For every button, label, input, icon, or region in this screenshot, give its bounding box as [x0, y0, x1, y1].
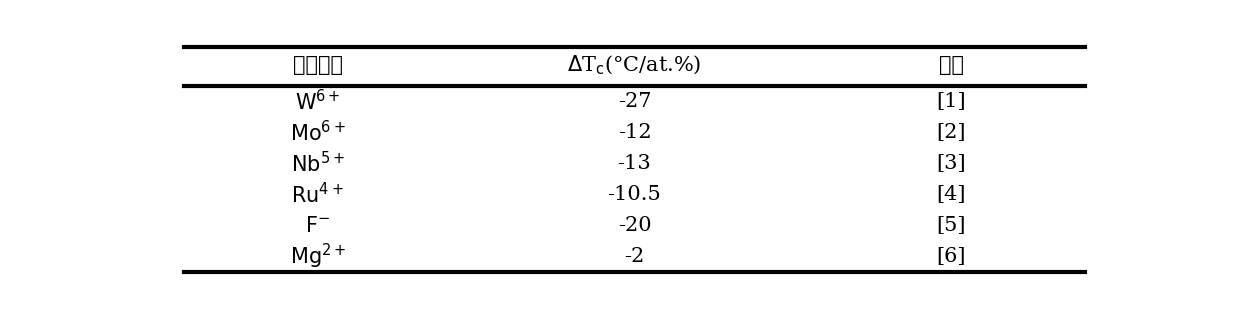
Text: $\Delta$T$_\mathrm{c}$(°C/at.%): $\Delta$T$_\mathrm{c}$(°C/at.%) — [567, 54, 702, 77]
Text: -12: -12 — [618, 123, 651, 142]
Text: [6]: [6] — [936, 247, 966, 266]
Text: $\mathrm{Nb}^{5+}$: $\mathrm{Nb}^{5+}$ — [291, 151, 344, 176]
Text: -27: -27 — [618, 92, 651, 111]
Text: -2: -2 — [624, 247, 645, 266]
Text: 文献: 文献 — [938, 56, 963, 75]
Text: [4]: [4] — [936, 185, 966, 204]
Text: $\mathrm{Mo}^{6+}$: $\mathrm{Mo}^{6+}$ — [290, 120, 345, 145]
Text: [5]: [5] — [936, 216, 966, 235]
Text: -20: -20 — [618, 216, 651, 235]
Text: 掺杂离子: 掺杂离子 — [293, 56, 343, 75]
Text: -13: -13 — [618, 154, 651, 173]
Text: [2]: [2] — [936, 123, 966, 142]
Text: -10.5: -10.5 — [608, 185, 661, 204]
Text: [1]: [1] — [936, 92, 966, 111]
Text: $\mathrm{W}^{6+}$: $\mathrm{W}^{6+}$ — [295, 89, 340, 114]
Text: $\mathrm{F}^{-}$: $\mathrm{F}^{-}$ — [306, 216, 331, 236]
Text: $\mathrm{Ru}^{4+}$: $\mathrm{Ru}^{4+}$ — [291, 182, 344, 207]
Text: $\mathrm{Mg}^{2+}$: $\mathrm{Mg}^{2+}$ — [290, 242, 345, 271]
Text: [3]: [3] — [936, 154, 966, 173]
